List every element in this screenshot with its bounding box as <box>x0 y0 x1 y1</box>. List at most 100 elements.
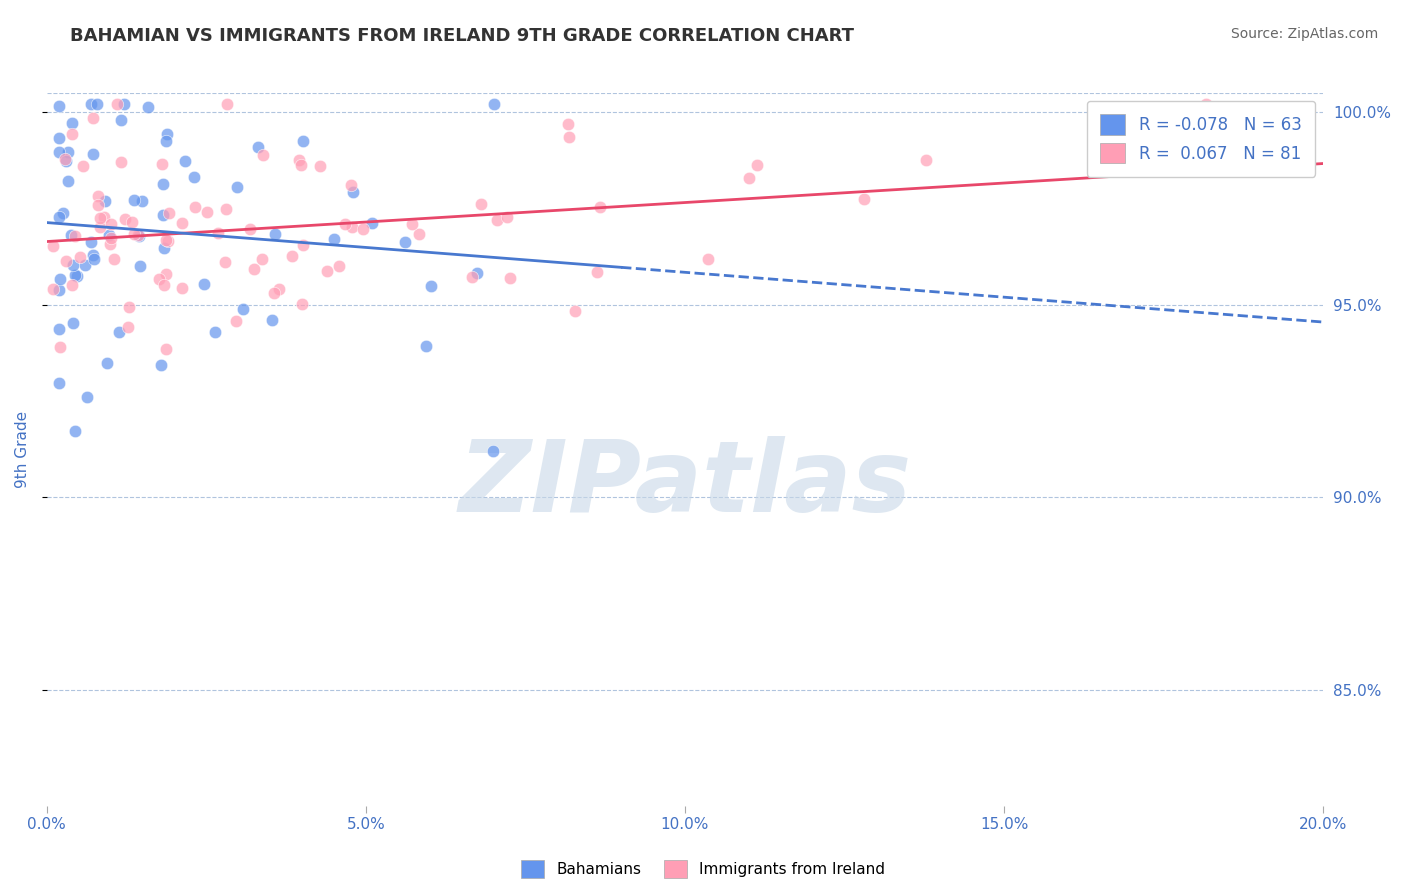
Point <box>117 319 139 334</box>
Point <box>110 113 132 128</box>
Point <box>408 227 430 242</box>
Point <box>260 313 283 327</box>
Point <box>696 252 718 267</box>
Point <box>352 222 374 236</box>
Point <box>316 264 339 278</box>
Point <box>226 180 249 194</box>
Point <box>482 97 505 112</box>
Point <box>89 211 111 226</box>
Point <box>252 147 274 161</box>
Point <box>745 158 768 172</box>
Point <box>155 134 177 148</box>
Point <box>60 128 83 142</box>
Point <box>150 157 173 171</box>
Point <box>80 97 103 112</box>
Point <box>117 300 139 314</box>
Point <box>96 356 118 370</box>
Point <box>557 117 579 131</box>
Point <box>42 282 65 296</box>
Point <box>58 174 80 188</box>
Point <box>127 228 149 243</box>
Point <box>214 255 236 269</box>
Point <box>153 241 176 255</box>
Point <box>308 159 330 173</box>
Point <box>69 250 91 264</box>
Point <box>558 130 581 145</box>
Point <box>232 301 254 316</box>
Point <box>98 227 121 242</box>
Point <box>48 99 70 113</box>
Point <box>415 339 437 353</box>
Point <box>94 194 117 208</box>
Point <box>48 211 70 225</box>
Point <box>93 210 115 224</box>
Point <box>207 226 229 240</box>
Point <box>157 234 180 248</box>
Point <box>155 233 177 247</box>
Point <box>63 425 86 439</box>
Point <box>852 193 875 207</box>
Point <box>63 228 86 243</box>
Legend: Bahamians, Immigrants from Ireland: Bahamians, Immigrants from Ireland <box>515 854 891 884</box>
Point <box>263 285 285 300</box>
Point <box>269 282 291 296</box>
Point <box>48 283 70 297</box>
Point <box>281 249 304 263</box>
Point <box>63 268 86 282</box>
Point <box>339 178 361 192</box>
Point <box>105 97 128 112</box>
Point <box>129 259 152 273</box>
Point <box>82 147 104 161</box>
Point <box>246 140 269 154</box>
Point <box>252 252 274 266</box>
Point <box>1195 97 1218 112</box>
Point <box>738 171 761 186</box>
Point <box>52 206 75 220</box>
Point <box>82 111 104 125</box>
Point <box>136 100 159 114</box>
Point <box>48 322 70 336</box>
Text: Source: ZipAtlas.com: Source: ZipAtlas.com <box>1230 27 1378 41</box>
Point <box>585 265 607 279</box>
Point <box>333 217 356 231</box>
Point <box>481 444 503 458</box>
Point <box>131 194 153 209</box>
Point <box>215 97 238 112</box>
Point <box>86 97 108 112</box>
Point <box>108 325 131 339</box>
Point <box>122 194 145 208</box>
Point <box>59 228 82 243</box>
Text: ZIPatlas: ZIPatlas <box>458 436 911 533</box>
Point <box>287 153 309 167</box>
Point <box>98 237 121 252</box>
Point <box>49 340 72 354</box>
Point <box>58 145 80 159</box>
Point <box>420 279 443 293</box>
Point <box>361 216 384 230</box>
Y-axis label: 9th Grade: 9th Grade <box>15 410 30 488</box>
Point <box>215 202 238 216</box>
Point <box>292 134 315 148</box>
Point <box>342 219 364 234</box>
Point <box>170 281 193 295</box>
Point <box>73 259 96 273</box>
Point <box>263 227 285 241</box>
Point <box>83 252 105 267</box>
Point <box>62 317 84 331</box>
Point <box>48 376 70 391</box>
Point <box>394 235 416 249</box>
Point <box>291 238 314 252</box>
Point <box>60 277 83 292</box>
Point <box>48 130 70 145</box>
Point <box>42 239 65 253</box>
Point <box>66 268 89 283</box>
Point <box>564 304 586 318</box>
Legend: R = -0.078   N = 63, R =  0.067   N = 81: R = -0.078 N = 63, R = 0.067 N = 81 <box>1087 101 1315 177</box>
Point <box>82 248 104 262</box>
Point <box>121 215 143 229</box>
Point <box>110 154 132 169</box>
Point <box>204 325 226 339</box>
Point <box>323 232 346 246</box>
Point <box>401 217 423 231</box>
Point <box>290 296 312 310</box>
